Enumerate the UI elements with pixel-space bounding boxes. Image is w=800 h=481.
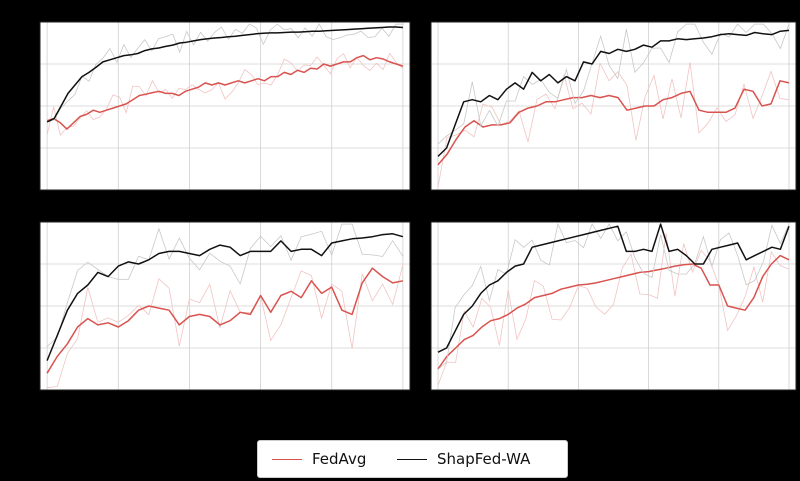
legend-swatch-shapfed: [397, 459, 427, 460]
series-line-fedavg-4: [437, 254, 790, 370]
plot-frame-3: [39, 221, 411, 391]
legend: FedAvg ShapFed-WA: [257, 440, 568, 478]
raw-trace-fedavg-1: [46, 52, 404, 136]
plot-frame-4: [430, 221, 797, 391]
raw-trace-shapfed-2: [437, 23, 790, 145]
raw-trace-shapfed-1: [46, 23, 403, 123]
raw-trace-fedavg-3: [47, 264, 404, 389]
series-line-shapfed-2: [437, 29, 790, 157]
chart-panel-2: [430, 21, 797, 191]
series-line-fedavg-2: [437, 80, 790, 166]
legend-label-shapfed: ShapFed-WA: [437, 450, 531, 468]
series-line-shapfed-3: [46, 233, 404, 361]
chart-panel-3: [39, 221, 411, 391]
series-line-fedavg-1: [46, 54, 404, 130]
chart-panel-4: [430, 221, 797, 391]
raw-trace-shapfed-4: [437, 222, 790, 370]
raw-trace-fedavg-4: [437, 233, 790, 386]
series-line-fedavg-3: [46, 267, 404, 374]
chart-panel-1: [39, 21, 411, 191]
series-line-shapfed-1: [46, 26, 403, 123]
plot-frame-1: [39, 21, 411, 191]
series-line-shapfed-4: [437, 223, 790, 353]
legend-swatch-fedavg: [272, 459, 302, 460]
raw-trace-fedavg-2: [437, 61, 790, 188]
plot-frame-2: [430, 21, 797, 191]
legend-label-fedavg: FedAvg: [312, 450, 367, 468]
